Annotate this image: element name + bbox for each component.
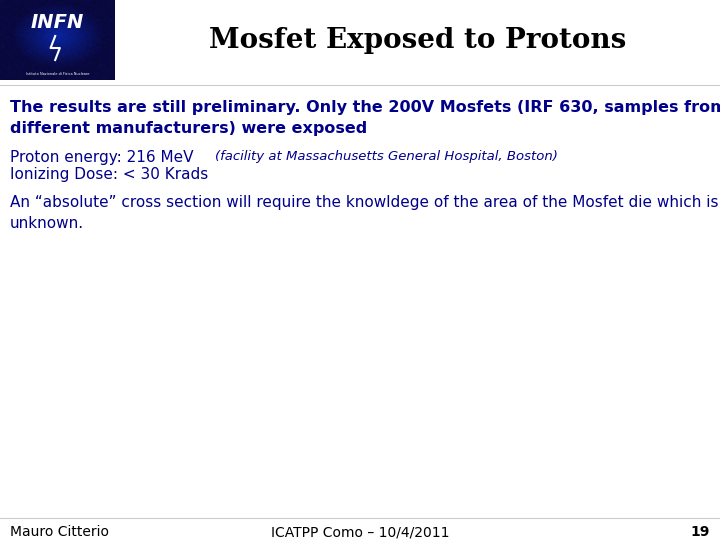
Text: The results are still preliminary. Only the 200V Mosfets (IRF 630, samples from : The results are still preliminary. Only … (10, 100, 720, 136)
Text: Istituto Nazionale di Fisica Nucleare: Istituto Nazionale di Fisica Nucleare (26, 72, 89, 76)
Text: An “absolute” cross section will require the knowldege of the area of the Mosfet: An “absolute” cross section will require… (10, 195, 719, 231)
Text: Ionizing Dose: < 30 Krads: Ionizing Dose: < 30 Krads (10, 167, 208, 182)
Text: INFN: INFN (31, 13, 84, 32)
Text: Proton energy: 216 MeV: Proton energy: 216 MeV (10, 150, 194, 165)
Text: 19: 19 (690, 525, 710, 539)
Text: Mosfet Exposed to Protons: Mosfet Exposed to Protons (209, 26, 626, 53)
Text: Mauro Citterio: Mauro Citterio (10, 525, 109, 539)
Text: (facility at Massachusetts General Hospital, Boston): (facility at Massachusetts General Hospi… (215, 150, 558, 163)
Text: ICATPP Como – 10/4/2011: ICATPP Como – 10/4/2011 (271, 525, 449, 539)
